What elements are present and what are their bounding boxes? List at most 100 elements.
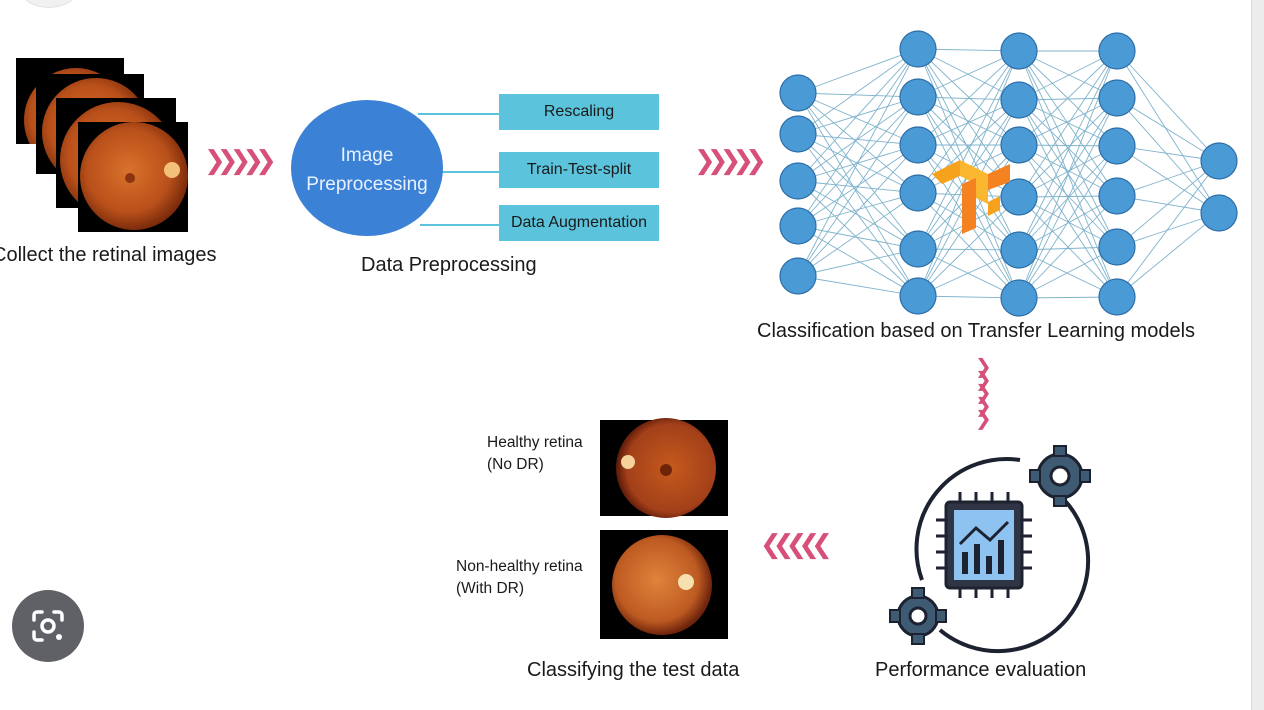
nn-edge [797, 48, 919, 277]
classifying-label: Classifying the test data [527, 659, 740, 681]
nn-edge [1116, 160, 1220, 298]
nn-edge [797, 92, 919, 146]
tensorflow-logo [932, 160, 1010, 234]
non-healthy-retina-label: Non-healthy retina (With DR) [456, 556, 583, 600]
nn-edge [1018, 195, 1118, 299]
nn-node-layer-0 [779, 257, 817, 295]
arrow-right-1: ❯❯❯❯❯ [204, 146, 277, 176]
nn-node-layer-1 [899, 277, 937, 315]
step-data-augmentation: Data Augmentation [499, 205, 659, 241]
data-preprocessing-label: Data Preprocessing [361, 254, 537, 276]
nn-edge [1116, 50, 1220, 214]
nn-edge [797, 180, 919, 250]
image-preprocessing-line1: Image [340, 145, 394, 166]
nn-edge [797, 92, 919, 98]
nn-edge [797, 180, 919, 297]
nn-edge [917, 48, 1020, 146]
nn-node-layer-0 [779, 207, 817, 245]
nn-edge [797, 133, 919, 194]
nn-node-layer-2 [1000, 231, 1038, 269]
nn-edge [1018, 50, 1118, 251]
nn-node-layer-3 [1098, 177, 1136, 215]
nn-edge [797, 192, 919, 227]
nn-node-layer-2 [1000, 126, 1038, 164]
nn-node-layer-1 [899, 30, 937, 68]
nn-edge [797, 92, 919, 194]
nn-edge [797, 192, 919, 277]
preprocessing-connectors [291, 100, 500, 236]
performance-label: Performance evaluation [875, 659, 1087, 681]
nn-edge [1018, 50, 1118, 198]
nn-edge [797, 48, 919, 227]
retina-photo-4 [78, 122, 188, 232]
nn-node-layer-1 [899, 174, 937, 212]
retinal-image-stack [16, 58, 188, 232]
nn-node-layer-3 [1098, 79, 1136, 117]
nn-node-layer-2 [1000, 32, 1038, 70]
scrollbar[interactable] [1251, 0, 1264, 710]
nn-edge [917, 196, 1020, 297]
nn-node-layer-1 [899, 126, 937, 164]
nn-edge [797, 92, 919, 297]
nn-edge [797, 96, 919, 227]
nn-node-layer-2 [1000, 178, 1038, 216]
nn-edge [797, 48, 919, 182]
nn-edge [797, 225, 919, 297]
non-healthy-retina-line1: Non-healthy retina [456, 558, 583, 575]
nn-edge [1116, 212, 1220, 298]
nn-edge [1018, 97, 1118, 299]
performance-evaluation-icon [889, 445, 1091, 654]
nn-edge [1018, 145, 1118, 299]
nn-edge [917, 50, 1020, 194]
nn-edge [1116, 145, 1220, 214]
non-healthy-retina-line2: (With DR) [456, 580, 525, 597]
nn-edge [917, 50, 1020, 146]
arrow-right-2: ❯❯❯❯❯ [694, 146, 767, 176]
image-preprocessing-text: Image Preprocessing [291, 141, 443, 199]
nn-node-layer-0 [779, 162, 817, 200]
nn-edge [1116, 97, 1220, 162]
nn-edge [1018, 97, 1118, 198]
arrow-left: ❮❮❮❮❮ [760, 530, 833, 560]
nn-edge [797, 92, 919, 250]
nn-node-layer-3 [1098, 32, 1136, 70]
chip-chart-icon [936, 492, 1032, 598]
nn-node-layer-0 [779, 74, 817, 112]
nn-edge [797, 96, 919, 277]
nn-edge [797, 144, 919, 277]
nn-edge [797, 48, 919, 94]
nn-edge [917, 96, 1020, 146]
non-healthy-retina-image [600, 530, 728, 639]
nn-node-layer-1 [899, 230, 937, 268]
healthy-retina-line2: (No DR) [487, 456, 544, 473]
nn-edge [1018, 144, 1118, 248]
nn-edge [1116, 50, 1220, 162]
nn-edge [797, 96, 919, 182]
nn-edge [1018, 50, 1118, 146]
lens-search-button[interactable] [12, 590, 84, 662]
image-preprocessing-line2: Preprocessing [306, 174, 428, 195]
nn-edge [1018, 50, 1118, 248]
neural-network [779, 30, 1238, 317]
nn-node-layer-3 [1098, 278, 1136, 316]
nn-edge [1116, 160, 1220, 248]
healthy-retina-image [600, 418, 728, 518]
nn-node-layer-2 [1000, 81, 1038, 119]
nn-edge [797, 275, 919, 297]
collect-label: Collect the retinal images [0, 244, 217, 266]
nn-node-layer-3 [1098, 127, 1136, 165]
nn-edge [917, 248, 1020, 299]
healthy-retina-line1: Healthy retina [487, 434, 583, 451]
nn-edge [797, 248, 919, 277]
nn-node-layer-4 [1200, 194, 1238, 232]
arrow-down: ❯ ❯ ❯ ❯ ❯ [975, 354, 992, 430]
gear-icon [889, 587, 947, 645]
nn-edge [797, 144, 919, 227]
nn-node-layer-2 [1000, 279, 1038, 317]
nn-edge [917, 99, 1020, 194]
nn-node-layer-0 [779, 115, 817, 153]
classification-label: Classification based on Transfer Learnin… [757, 320, 1196, 342]
nn-node-layer-4 [1200, 142, 1238, 180]
nn-edge [917, 50, 1020, 250]
